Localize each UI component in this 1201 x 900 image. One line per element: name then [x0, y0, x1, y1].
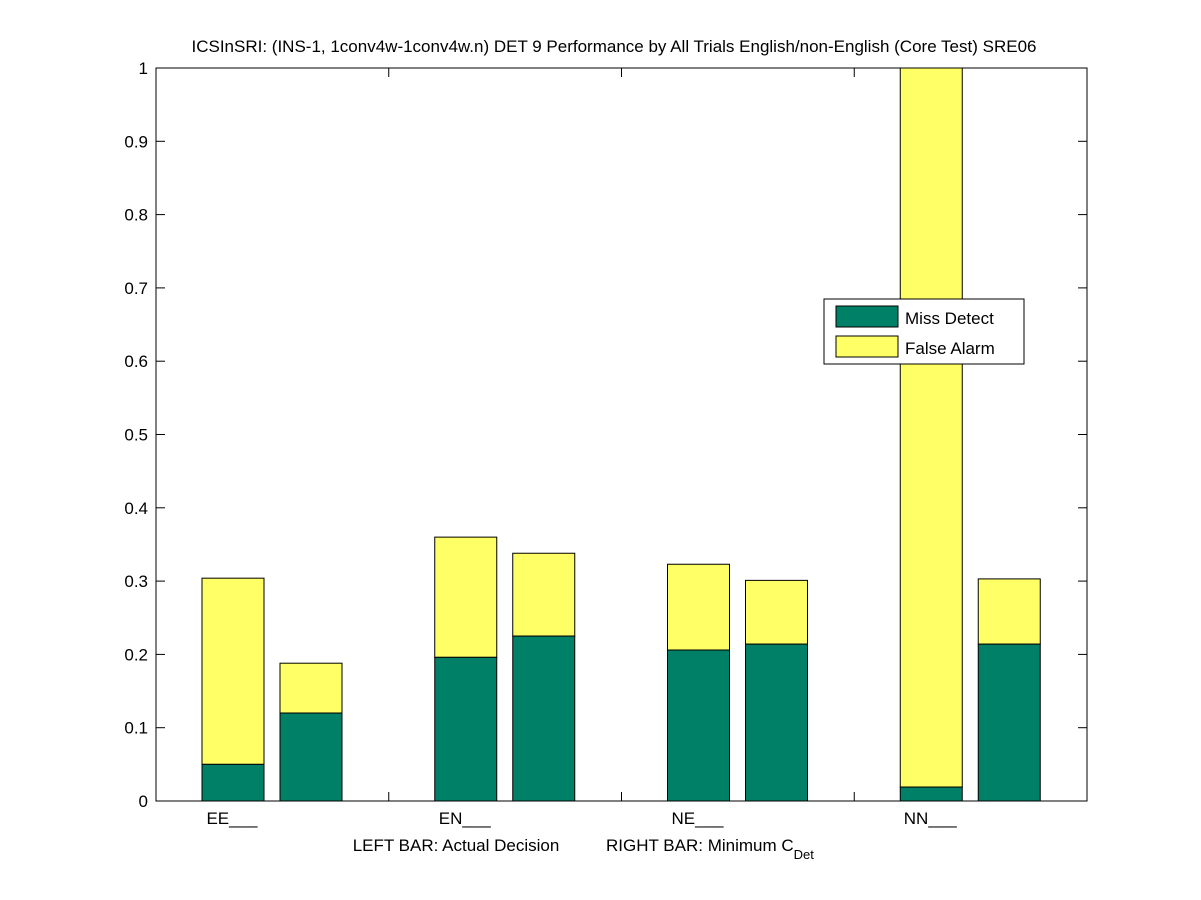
x-axis-label-right: RIGHT BAR: Minimum CDet — [606, 836, 814, 862]
y-tick-label: 0.3 — [124, 572, 148, 591]
bar-false-alarm-actual-ne — [667, 563, 730, 651]
bar-miss-detect-minimum-nn — [977, 643, 1041, 802]
y-tick-label: 0.4 — [124, 499, 148, 518]
x-axis-label-right-subscript: Det — [794, 847, 815, 862]
bar-false-alarm-minimum-en — [512, 552, 576, 637]
bar-false-alarm-minimum-ne — [745, 579, 808, 645]
y-tick-label: 0.8 — [124, 206, 148, 225]
y-tick-label: 0.2 — [124, 645, 148, 664]
x-axis: EE___ EN___ NE___ NN___ — [206, 68, 957, 828]
x-tick-label: EE___ — [206, 809, 258, 828]
x-tick-label: NN___ — [904, 809, 957, 828]
y-tick-label: 0.1 — [124, 719, 148, 738]
bar-miss-detect-actual-ee — [201, 763, 265, 802]
x-axis-label-right-main: RIGHT BAR: Minimum C — [606, 836, 794, 855]
bar-false-alarm-minimum-ee — [279, 662, 343, 714]
y-tick-label: 0.9 — [124, 132, 148, 151]
y-tick-label: 0.6 — [124, 352, 148, 371]
legend-swatch-false-alarm — [835, 335, 899, 358]
bar-false-alarm-minimum-nn — [977, 578, 1041, 645]
chart-title: ICSInSRI: (INS-1, 1conv4w-1conv4w.n) DET… — [191, 37, 1036, 56]
legend-label-false-alarm: False Alarm — [905, 339, 995, 358]
y-tick-label: 0.5 — [124, 426, 148, 445]
x-tick-label: EN___ — [439, 809, 492, 828]
legend: Miss Detect False Alarm — [823, 298, 1025, 365]
legend-swatch-miss-detect — [835, 305, 899, 328]
y-tick-label: 0.7 — [124, 279, 148, 298]
bar-miss-detect-actual-nn — [899, 786, 963, 802]
bar-miss-detect-actual-en — [434, 656, 498, 802]
bar-miss-detect-minimum-ne — [745, 643, 808, 802]
bar-miss-detect-minimum-en — [512, 635, 576, 802]
y-axis: 0 0.1 0.2 0.3 0.4 0.5 0.6 0.7 0.8 0.9 1 — [124, 59, 1087, 811]
plot-area — [155, 67, 1088, 802]
y-tick-label: 1 — [139, 59, 148, 78]
bar-false-alarm-actual-ee — [201, 577, 265, 765]
bar-false-alarm-actual-en — [434, 536, 498, 658]
bar-false-alarm-actual-nn — [899, 67, 963, 788]
y-tick-label: 0 — [139, 792, 148, 811]
bar-miss-detect-minimum-ee — [279, 712, 343, 802]
x-tick-label: NE___ — [672, 809, 725, 828]
x-axis-label-left: LEFT BAR: Actual Decision — [353, 836, 560, 855]
bar-miss-detect-actual-ne — [667, 649, 730, 802]
legend-label-miss-detect: Miss Detect — [905, 309, 994, 328]
